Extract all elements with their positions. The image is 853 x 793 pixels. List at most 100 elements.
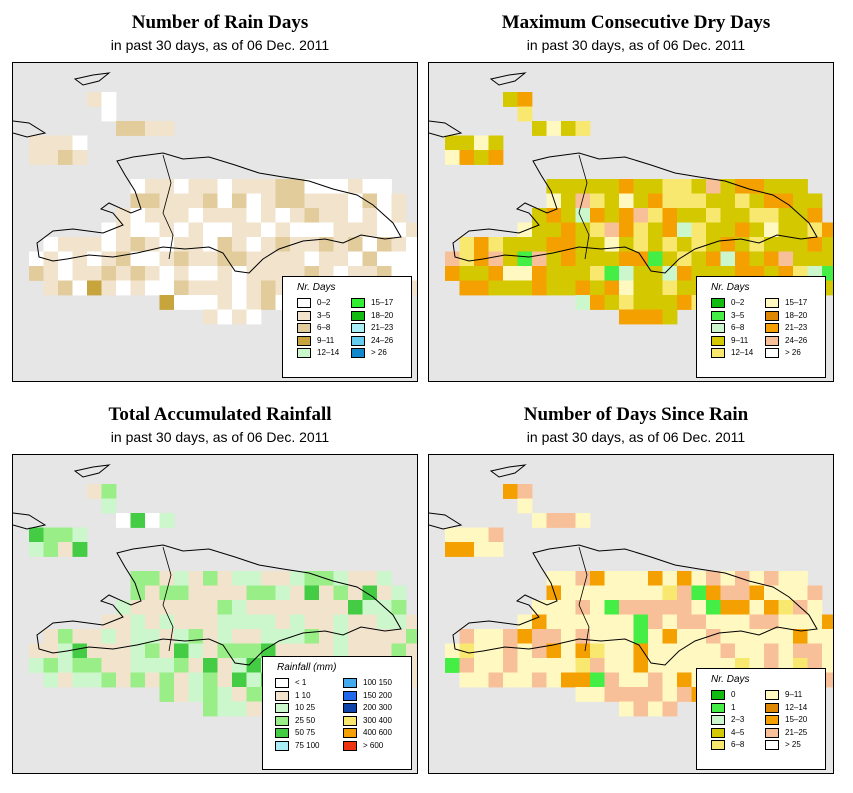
grid-cell	[275, 614, 291, 630]
grid-cell	[362, 179, 378, 194]
grid-cell	[101, 222, 117, 238]
map-grid	[429, 464, 833, 717]
grid-cell	[764, 571, 779, 586]
grid-cell	[203, 643, 218, 659]
grid-cell	[706, 222, 721, 238]
grid-cell	[749, 600, 765, 615]
grid-cell	[793, 251, 808, 267]
legend-label: 2–3	[731, 715, 745, 724]
grid-cell	[188, 629, 204, 644]
grid-cell	[604, 600, 620, 615]
grid-cell	[188, 266, 204, 281]
grid-cell	[101, 251, 117, 267]
grid-cell	[130, 121, 146, 136]
grid-cell	[246, 643, 262, 659]
panel-subtitle: in past 30 days, as of 06 Dec. 2011	[110, 37, 330, 53]
grid-cell	[662, 687, 678, 702]
grid-cell	[590, 251, 605, 267]
grid-cell	[677, 687, 692, 702]
grid-cell	[749, 193, 765, 209]
grid-cell	[561, 280, 576, 296]
grid-cell	[764, 193, 779, 209]
grid-cell	[43, 237, 59, 252]
grid-cell	[793, 193, 808, 209]
grid-cell	[735, 600, 750, 615]
grid-cell	[72, 672, 88, 688]
grid-cell	[290, 629, 305, 644]
grid-cell	[174, 614, 189, 630]
border-line	[162, 546, 174, 652]
legend-title: Nr. Days	[297, 282, 336, 293]
grid-cell	[391, 629, 407, 644]
grid-cell	[362, 614, 378, 630]
grid-cell	[304, 222, 320, 238]
grid-cell	[807, 600, 823, 615]
grid-cell	[232, 614, 247, 630]
grid-cell	[87, 251, 102, 267]
grid-cell	[648, 600, 663, 615]
grid-cell	[662, 237, 678, 252]
grid-cell	[517, 629, 533, 644]
grid-cell	[188, 687, 204, 702]
panel-subtitle: in past 30 days, as of 06 Dec. 2011	[526, 429, 746, 445]
grid-cell	[130, 280, 146, 296]
grid-cell	[116, 513, 131, 528]
grid-cell	[764, 208, 779, 223]
legend-swatch	[765, 740, 779, 750]
grid-cell	[633, 687, 649, 702]
grid-cell	[290, 600, 305, 615]
grid-cell	[561, 614, 576, 630]
grid-cell	[58, 135, 73, 151]
grid-cell	[604, 295, 620, 310]
grid-cell	[822, 643, 833, 659]
grid-cell	[619, 658, 634, 673]
grid-cell	[101, 266, 117, 281]
grid-cell	[232, 629, 247, 644]
panel-rainfall: Total Accumulated Rainfall in past 30 da…	[12, 392, 428, 780]
grid-cell	[246, 701, 262, 717]
grid-cell	[546, 251, 562, 267]
grid-cell	[406, 251, 417, 267]
grid-cell	[72, 251, 88, 267]
grid-cell	[145, 513, 160, 528]
grid-cell	[619, 600, 634, 615]
grid-cell	[246, 237, 262, 252]
grid-cell	[203, 600, 218, 615]
grid-cell	[174, 280, 189, 296]
grid-cell	[691, 237, 707, 252]
grid-cell	[648, 237, 663, 252]
grid-cell	[735, 629, 750, 644]
grid-cell	[633, 672, 649, 688]
grid-cell	[319, 614, 334, 630]
grid-cell	[503, 251, 518, 267]
grid-cell	[232, 672, 247, 688]
grid-cell	[575, 614, 591, 630]
grid-cell	[217, 643, 233, 659]
grid-cell	[87, 280, 102, 296]
grid-cell	[691, 614, 707, 630]
grid-cell	[130, 251, 146, 267]
legend-swatch	[351, 298, 365, 308]
grid-cell	[232, 237, 247, 252]
grid-cell	[590, 222, 605, 238]
grid-cell	[261, 571, 276, 586]
grid-cell	[807, 237, 823, 252]
grid-cell	[116, 208, 131, 223]
grid-cell	[232, 571, 247, 586]
legend-label: 3–5	[731, 310, 745, 320]
grid-cell	[604, 251, 620, 267]
legend-label: 21–25	[785, 727, 808, 737]
grid-cell	[459, 266, 475, 281]
grid-cell	[116, 237, 131, 252]
grid-cell	[101, 106, 117, 122]
grid-cell	[648, 571, 663, 586]
grid-cell	[188, 658, 204, 673]
grid-cell	[764, 600, 779, 615]
grid-cell	[362, 585, 378, 601]
grid-cell	[101, 498, 117, 514]
legend-swatch	[711, 348, 725, 358]
grid-cell	[503, 484, 518, 499]
grid-cell	[203, 208, 218, 223]
grid-cell	[188, 571, 204, 586]
map-legend: Nr. Days 0–2 3–5 6–8 9–11 12–14 15–17 18–20 21–…	[282, 276, 412, 378]
